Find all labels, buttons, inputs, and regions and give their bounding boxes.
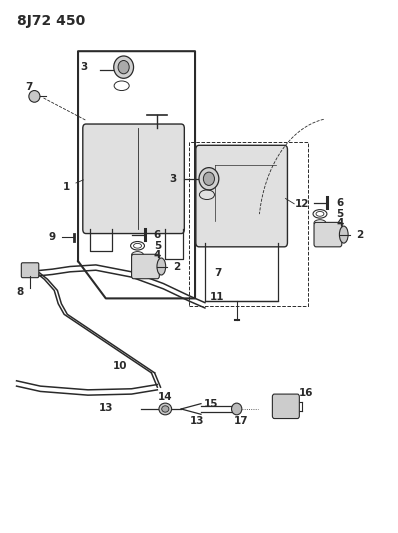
Bar (189, 142, 308, 306)
Text: 9: 9 (49, 232, 56, 243)
Text: 13: 13 (99, 403, 113, 413)
Text: 12: 12 (295, 199, 309, 209)
Ellipse shape (232, 403, 242, 415)
Text: 10: 10 (112, 361, 127, 372)
Text: 5: 5 (336, 209, 343, 219)
Ellipse shape (199, 167, 219, 190)
Ellipse shape (114, 56, 134, 78)
FancyBboxPatch shape (314, 222, 342, 247)
Text: 3: 3 (170, 174, 177, 184)
Text: 7: 7 (25, 82, 33, 92)
Ellipse shape (118, 61, 129, 74)
Text: 17: 17 (233, 416, 248, 426)
Text: 1: 1 (62, 182, 70, 192)
Text: 7: 7 (215, 268, 222, 278)
Text: 14: 14 (158, 392, 173, 402)
Text: 5: 5 (154, 241, 161, 251)
Text: 8: 8 (16, 287, 23, 297)
Text: 8J72 450: 8J72 450 (17, 14, 85, 28)
FancyBboxPatch shape (21, 263, 39, 278)
Ellipse shape (29, 91, 40, 102)
FancyBboxPatch shape (83, 124, 184, 233)
Text: 6: 6 (336, 198, 343, 208)
Ellipse shape (339, 226, 348, 243)
Text: 3: 3 (80, 62, 88, 72)
Text: 2: 2 (174, 262, 181, 271)
Ellipse shape (159, 403, 172, 415)
FancyBboxPatch shape (272, 394, 299, 418)
FancyBboxPatch shape (196, 146, 287, 247)
Text: 13: 13 (190, 416, 204, 426)
Ellipse shape (203, 172, 215, 185)
Text: 4: 4 (154, 250, 161, 260)
Ellipse shape (162, 406, 169, 412)
Text: 4: 4 (336, 218, 343, 228)
Ellipse shape (157, 258, 166, 275)
Text: 15: 15 (204, 399, 218, 409)
Text: 6: 6 (154, 230, 161, 240)
Text: 11: 11 (210, 292, 224, 302)
Text: 16: 16 (299, 388, 313, 398)
Text: 2: 2 (356, 230, 363, 240)
FancyBboxPatch shape (132, 254, 159, 279)
